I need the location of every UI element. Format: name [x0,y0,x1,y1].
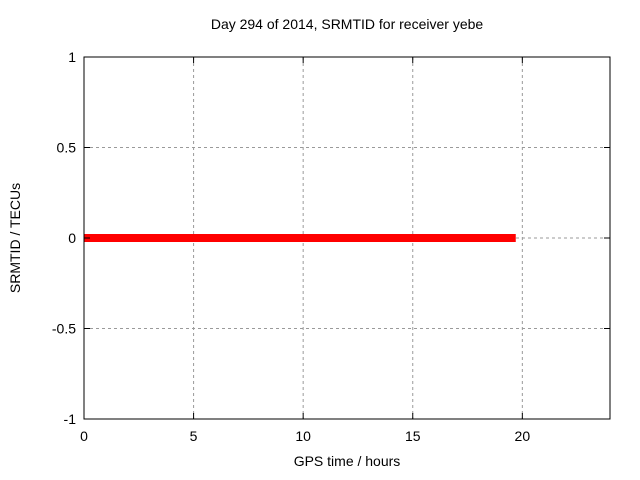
x-axis-label: GPS time / hours [293,453,401,469]
x-tick-label: 10 [295,428,311,444]
y-axis-label: SRMTID / TECUs [7,182,23,294]
x-tick-label: 15 [405,428,421,444]
y-tick-label: 0 [68,230,76,246]
chart-title: Day 294 of 2014, SRMTID for receiver yeb… [210,16,484,32]
x-tick-label: 0 [80,428,88,444]
y-tick-label: -1 [64,411,77,427]
x-tick-label: 5 [190,428,198,444]
y-tick-label: -0.5 [52,321,76,337]
y-tick-label: 1 [68,49,76,65]
x-tick-label: 20 [515,428,531,444]
y-tick-label: 0.5 [57,140,77,156]
